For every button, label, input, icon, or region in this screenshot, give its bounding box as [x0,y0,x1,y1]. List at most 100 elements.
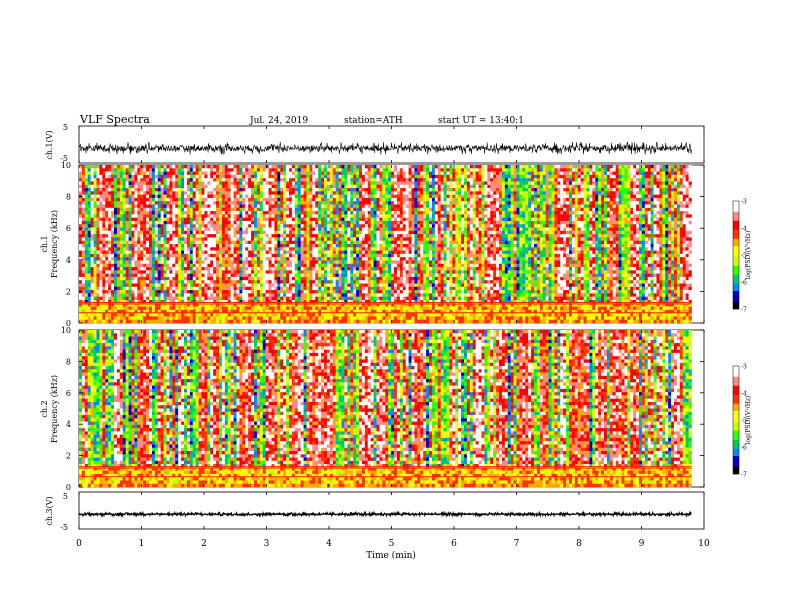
spectrogram-cell [291,171,296,176]
spectrogram-cell [93,174,97,179]
spectrogram-cell [84,260,89,265]
spectrogram-cell [189,194,194,199]
spectrogram-cell [128,303,132,307]
spectrogram-cell [245,276,249,281]
spectrogram-cell [114,280,118,284]
spectrogram-cell [219,197,223,202]
spectrogram-cell [181,253,185,258]
spectrogram-cell [160,191,164,195]
spectrogram-cell [254,184,258,189]
spectrogram-cell [160,286,164,291]
spectrogram-cell [361,234,366,238]
spectrogram-cell [300,171,304,176]
spectrogram-cell [227,290,231,294]
spectrogram-cell [108,306,112,311]
spectrogram-cell [359,214,363,218]
spectrogram-cell [318,217,322,222]
spectrogram-cell [96,250,100,255]
spectrogram-cell [143,237,147,242]
spectrogram-cell [318,207,322,212]
spectrogram-cell [219,263,223,268]
spectrogram-cell [280,319,284,324]
spectrogram-cell [154,188,159,192]
spectrogram-cell [248,220,252,225]
spectrogram-cell [143,244,147,248]
spectrogram-cell [90,250,94,255]
spectrogram-cell [297,303,301,307]
spectrogram-cell [140,316,144,321]
spectrogram-cell [242,168,246,172]
spectrogram-cell [291,276,296,281]
spectrogram-cell [248,263,252,268]
spectrogram-cell [195,299,199,304]
spectrogram-cell [175,299,179,304]
spectrogram-cell [151,316,156,321]
spectrogram-cell [350,319,354,324]
spectrogram-cell [356,240,360,245]
spectrogram-cell [125,309,129,314]
spectrogram-cell [151,260,156,265]
spectrogram-cell [151,313,156,317]
spectrogram-cell [347,211,351,215]
spectrogram-cell [111,263,115,268]
spectrogram-cell [367,188,371,192]
spectrogram-cell [160,290,164,294]
spectrogram-cell [192,237,196,242]
spectrogram-cell [236,224,240,228]
spectrogram-cell [309,276,313,281]
spectrogram-cell [318,224,322,228]
spectrogram-cell [347,204,351,209]
spectrogram-cell [294,211,299,215]
spectrogram-cell [99,267,103,271]
spectrogram-cell [321,293,325,297]
spectrogram-cell [125,188,129,192]
spectrogram-cell [93,184,97,189]
spectrogram-cell [239,263,243,268]
spectrogram-cell [169,316,173,321]
spectrogram-cell [379,174,383,179]
spectrogram-cell [189,168,194,172]
spectrogram-cell [344,204,348,209]
spectrogram-cell [99,191,103,195]
spectrogram-cell [370,244,374,248]
spectrogram-cell [254,247,258,251]
spectrogram-cell [262,296,266,301]
spectrogram-cell [303,270,307,274]
spectrogram-cell [248,194,252,199]
spectrogram-cell [248,217,252,222]
spectrogram-cell [344,306,348,311]
spectrogram-cell [373,316,377,321]
spectrogram-cell [242,263,246,268]
spectrogram-cell [367,234,371,238]
spectrogram-cell [114,263,118,268]
spectrogram-cell [350,191,354,195]
spectrogram-cell [353,293,357,297]
spectrogram-cell [186,286,191,291]
spectrogram-cell [297,171,301,176]
spectrogram-cell [143,273,147,278]
spectrogram-cell [312,224,316,228]
spectrogram-cell [79,197,83,202]
spectrogram-cell [291,303,296,307]
spectrogram-cell [271,165,275,169]
spectrogram-cell [108,270,112,274]
spectrogram-cell [87,181,91,186]
spectrogram-cell [146,313,150,317]
spectrogram-cell [291,283,296,288]
spectrogram-cell [169,214,173,218]
spectrogram-cell [274,207,278,212]
spectrogram-cell [265,191,269,195]
spectrogram-cell [137,276,141,281]
spectrogram-cell [332,267,336,271]
spectrogram-cell [376,260,380,265]
spectrogram-cell [149,204,153,209]
spectrogram-cell [227,299,231,304]
spectrogram-cell [324,191,328,195]
spectrogram-cell [84,316,89,321]
spectrogram-cell [277,253,281,258]
spectrogram-cell [236,299,240,304]
spectrogram-cell [163,293,167,297]
spectrogram-cell [105,316,109,321]
spectrogram-cell [376,253,380,258]
